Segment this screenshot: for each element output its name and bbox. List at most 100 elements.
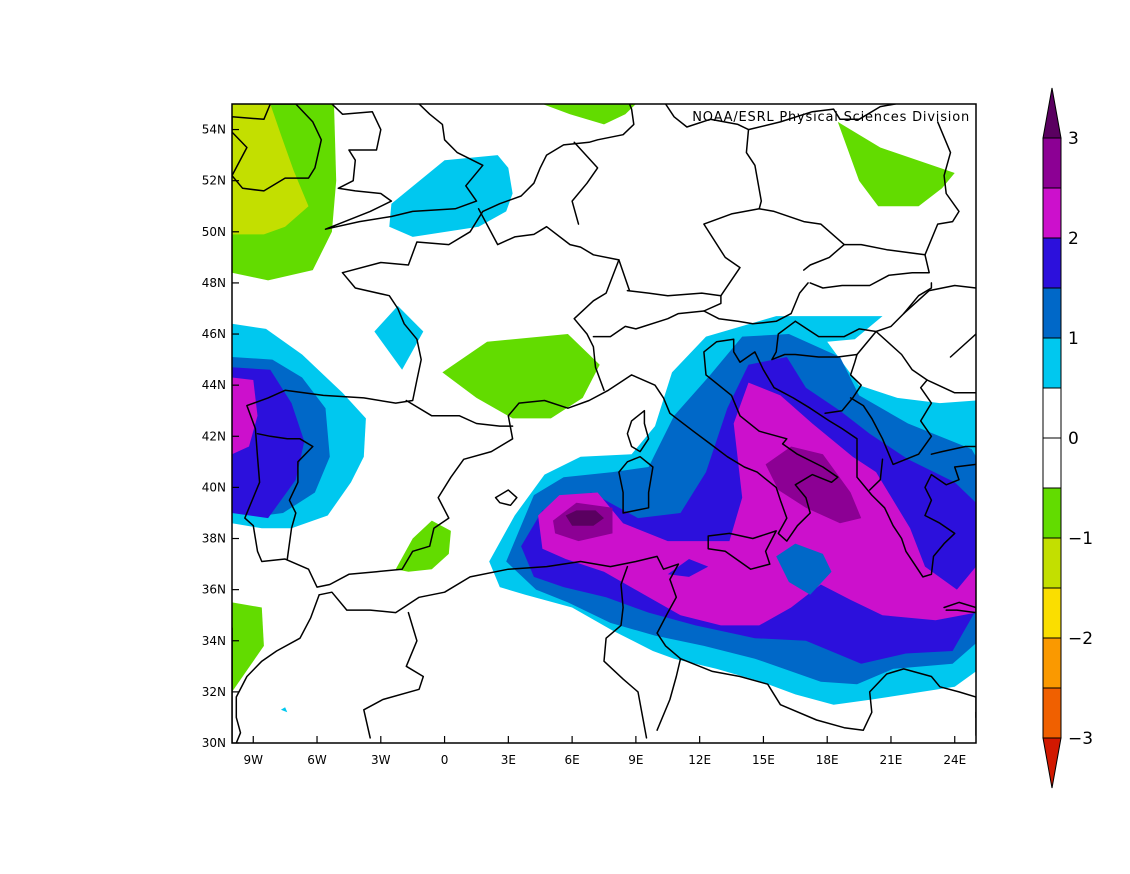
coastline-segment bbox=[745, 128, 763, 210]
coastline-segment bbox=[494, 489, 518, 507]
contour-region-w2 bbox=[776, 543, 832, 595]
coastline-segment bbox=[405, 399, 514, 427]
colorbar: 3 2 1 0 −1 −2 −3 bbox=[1042, 87, 1093, 789]
lon-tick-label: 6E bbox=[565, 753, 580, 767]
colorbar-swatch bbox=[1042, 537, 1062, 589]
colorbar-label: −1 bbox=[1068, 529, 1093, 549]
lon-tick-label: 9W bbox=[244, 753, 264, 767]
contour-region-g4 bbox=[837, 121, 955, 207]
coastline-segment bbox=[363, 611, 425, 739]
colorbar-swatch bbox=[1042, 487, 1062, 539]
colorbar-label: −3 bbox=[1068, 729, 1093, 749]
anomaly-contours bbox=[232, 104, 976, 713]
coastline-segment bbox=[809, 243, 930, 289]
colorbar-swatch bbox=[1042, 187, 1062, 239]
coastline-segment bbox=[849, 330, 933, 466]
coastline-segment bbox=[618, 455, 654, 514]
coastline-segment bbox=[256, 432, 314, 560]
colorbar-swatch bbox=[1042, 587, 1062, 639]
lon-tick-label: 6W bbox=[307, 753, 327, 767]
map-plot-area: NOAA/ESRL Physical Sciences Division 9W 6… bbox=[202, 103, 977, 767]
lat-tick-label: 40N bbox=[202, 480, 226, 494]
longitude-axis: 9W 6W 3W 0 3E 6E 9E 12E 15E 18E 21E 24E bbox=[244, 736, 966, 767]
colorbar-swatch bbox=[1042, 137, 1062, 189]
credit-label: NOAA/ESRL Physical Sciences Division bbox=[692, 110, 970, 125]
lon-tick-label: 21E bbox=[880, 753, 903, 767]
colorbar-swatch bbox=[1042, 87, 1062, 139]
colorbar-swatch bbox=[1042, 337, 1062, 389]
contour-region-w3 bbox=[280, 707, 288, 713]
contour-region-g6 bbox=[395, 520, 451, 572]
coastline-segment bbox=[618, 259, 631, 292]
coastline-segment bbox=[930, 445, 976, 455]
colorbar-label: −2 bbox=[1068, 629, 1093, 649]
colorbar-label: 0 bbox=[1068, 429, 1079, 449]
contour-region-c1 bbox=[389, 155, 513, 237]
coastlines-and-borders bbox=[232, 104, 976, 743]
lon-tick-label: 0 bbox=[441, 753, 449, 767]
lon-tick-label: 9E bbox=[628, 753, 643, 767]
lon-tick-label: 3W bbox=[371, 753, 391, 767]
lat-tick-label: 54N bbox=[202, 123, 226, 137]
coastline-segment bbox=[703, 282, 809, 325]
contour-region-v3 bbox=[565, 510, 604, 526]
coastline-segment bbox=[341, 104, 635, 274]
contour-region-g5 bbox=[442, 334, 600, 419]
coastline-segment bbox=[656, 657, 682, 731]
coastline-segment bbox=[703, 208, 845, 297]
colorbar-swatch bbox=[1042, 287, 1062, 339]
colorbar-label: 3 bbox=[1068, 129, 1079, 149]
contour-region-v2 bbox=[765, 446, 862, 524]
contour-region-m1 bbox=[538, 382, 976, 626]
lat-tick-label: 32N bbox=[202, 685, 226, 699]
colorbar-label: 1 bbox=[1068, 329, 1079, 349]
lon-tick-label: 12E bbox=[688, 753, 711, 767]
coastline-segment bbox=[232, 104, 323, 192]
coastline-segment bbox=[794, 282, 933, 338]
colorbar-swatch bbox=[1042, 687, 1062, 739]
latitude-axis: 30N 32N 34N 36N 38N 40N 42N 44N 46N 48N 50N 52N 54N bbox=[202, 123, 239, 750]
lat-tick-label: 42N bbox=[202, 429, 226, 443]
colorbar-label: 2 bbox=[1068, 229, 1079, 249]
lat-tick-label: 34N bbox=[202, 634, 226, 648]
coastline-segment bbox=[603, 565, 648, 739]
colorbar-swatch bbox=[1042, 387, 1062, 439]
contour-region-g3 bbox=[542, 104, 636, 125]
coastline-segment bbox=[244, 271, 976, 588]
coastline-segment bbox=[868, 458, 884, 491]
lon-tick-label: 15E bbox=[752, 753, 775, 767]
colorbar-swatch bbox=[1042, 237, 1062, 289]
coastline-segment bbox=[707, 530, 777, 570]
colorbar-swatch bbox=[1042, 437, 1062, 489]
coastline-segment bbox=[477, 208, 620, 392]
contour-region-g7 bbox=[232, 602, 264, 692]
coastline-segment bbox=[626, 409, 650, 453]
lat-tick-label: 44N bbox=[202, 378, 226, 392]
coastline-segment bbox=[324, 104, 484, 230]
contour-region-m1 bbox=[232, 377, 258, 455]
lon-tick-label: 24E bbox=[943, 753, 966, 767]
lat-tick-label: 50N bbox=[202, 225, 226, 239]
lat-tick-label: 38N bbox=[202, 532, 226, 546]
contour-region-g2 bbox=[232, 104, 309, 235]
coastline-segment bbox=[926, 379, 976, 394]
lat-tick-label: 46N bbox=[202, 327, 226, 341]
coastline-segment bbox=[902, 284, 976, 315]
coastline-segment bbox=[949, 333, 976, 358]
coastline-segment bbox=[771, 320, 862, 415]
lat-tick-label: 30N bbox=[202, 736, 226, 750]
lat-tick-label: 48N bbox=[202, 276, 226, 290]
coastline-segment bbox=[664, 104, 896, 131]
lon-tick-label: 18E bbox=[816, 753, 839, 767]
coastline-segment bbox=[924, 121, 960, 256]
coastline-segment bbox=[571, 141, 599, 225]
lat-tick-label: 52N bbox=[202, 174, 226, 188]
lat-tick-label: 36N bbox=[202, 583, 226, 597]
contour-region-c2 bbox=[374, 305, 424, 370]
coastline-segment bbox=[235, 594, 320, 743]
lon-tick-label: 3E bbox=[501, 753, 516, 767]
colorbar-swatch bbox=[1042, 637, 1062, 689]
coastline-segment bbox=[943, 601, 976, 614]
plot-frame bbox=[231, 103, 977, 744]
